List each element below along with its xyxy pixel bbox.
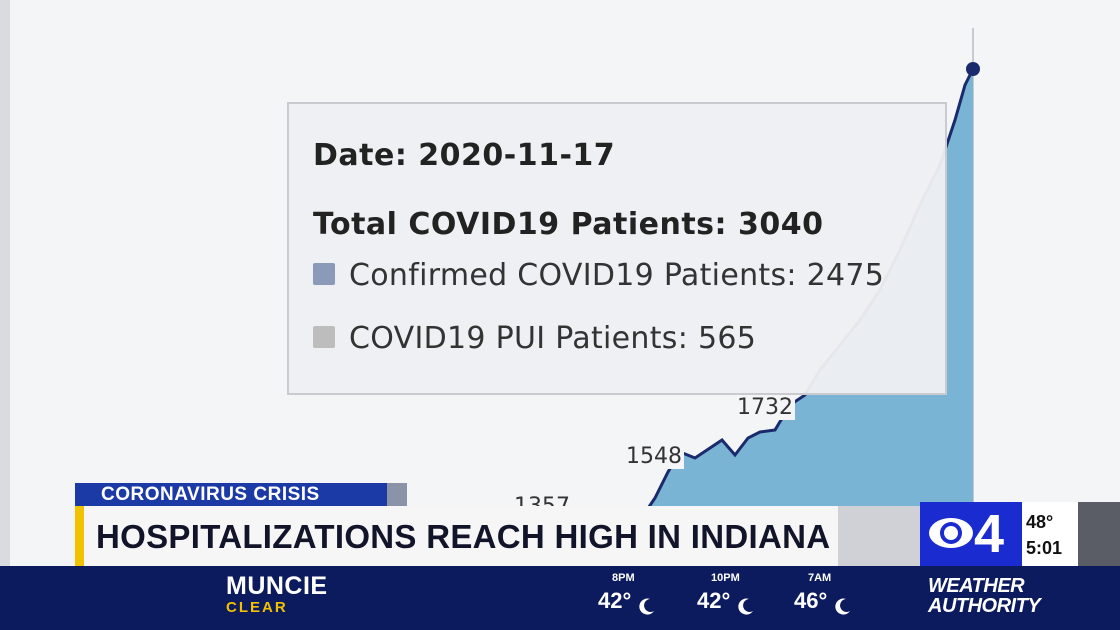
screen-edge [0, 0, 10, 630]
forecast-time: 8PM [612, 572, 635, 584]
headline-bar [75, 506, 920, 566]
station-logo: 4 [920, 502, 1022, 566]
confirmed-swatch [313, 262, 335, 285]
forecast-temp: 46° [794, 588, 828, 613]
tooltip-date: Date: 2020-11-17 [313, 138, 616, 173]
forecast-temp: 42° [697, 588, 731, 613]
pui-swatch [313, 325, 335, 348]
brand-line: WEATHER [928, 575, 1025, 597]
headline-strip [838, 506, 920, 566]
forecast-item: 8PM 42° [598, 572, 678, 615]
weather-authority-logo: WEATHER AUTHORITY [928, 575, 1041, 617]
tooltip-item-label: Confirmed COVID19 Patients: 2475 [349, 258, 885, 293]
weather-bar: MUNCIE CLEAR 8PM 42° 10PM 42° 7AM 46° WE… [0, 566, 1120, 630]
forecast-item: 10PM 42° [697, 572, 777, 615]
tooltip-item-label: COVID19 PUI Patients: 565 [349, 321, 757, 356]
point-label: 1548 [624, 444, 684, 469]
tooltip-item-pui: COVID19 PUI Patients: 565 [313, 321, 756, 356]
moon-icon [738, 598, 753, 615]
hover-point [966, 62, 980, 76]
kicker-label: CORONAVIRUS CRISIS [75, 483, 387, 506]
forecast-time: 10PM [711, 572, 740, 584]
headline: HOSPITALIZATIONS REACH HIGH IN INDIANA [96, 518, 831, 555]
kicker-tail [387, 483, 407, 506]
current-time: 5:01 [1026, 538, 1063, 558]
point-label: 1732 [735, 395, 795, 420]
headline-accent [75, 506, 84, 566]
forecast-item: 7AM 46° [794, 572, 874, 615]
moon-icon [639, 598, 654, 615]
sky-condition: CLEAR [226, 599, 288, 616]
tooltip-total: Total COVID19 Patients: 3040 [313, 207, 824, 242]
cbs-eye-icon [929, 518, 973, 548]
channel-number: 4 [974, 504, 1005, 564]
area-fill [560, 69, 973, 566]
forecast-time: 7AM [808, 572, 832, 584]
moon-icon [835, 598, 850, 615]
brand-line: AUTHORITY [928, 595, 1041, 617]
current-temp: 48° [1026, 512, 1054, 532]
forecast-temp: 42° [598, 588, 632, 613]
right-strip [1078, 502, 1120, 566]
tooltip-item-confirmed: Confirmed COVID19 Patients: 2475 [313, 258, 884, 293]
chart-tooltip: Date: 2020-11-17 Total COVID19 Patients:… [287, 102, 947, 395]
city-name: MUNCIE [226, 572, 328, 600]
current-conditions: 48° 5:01 [1022, 502, 1078, 566]
